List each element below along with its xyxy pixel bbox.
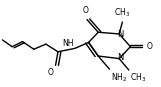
Text: N: N	[117, 30, 123, 39]
Text: O: O	[147, 42, 152, 51]
Text: CH$_3$: CH$_3$	[130, 72, 147, 84]
Text: O: O	[48, 68, 54, 77]
Text: CH$_3$: CH$_3$	[114, 6, 130, 19]
Text: O: O	[82, 6, 88, 15]
Text: NH$_2$: NH$_2$	[111, 71, 127, 84]
Text: NH: NH	[63, 39, 74, 48]
Text: N: N	[117, 53, 123, 62]
